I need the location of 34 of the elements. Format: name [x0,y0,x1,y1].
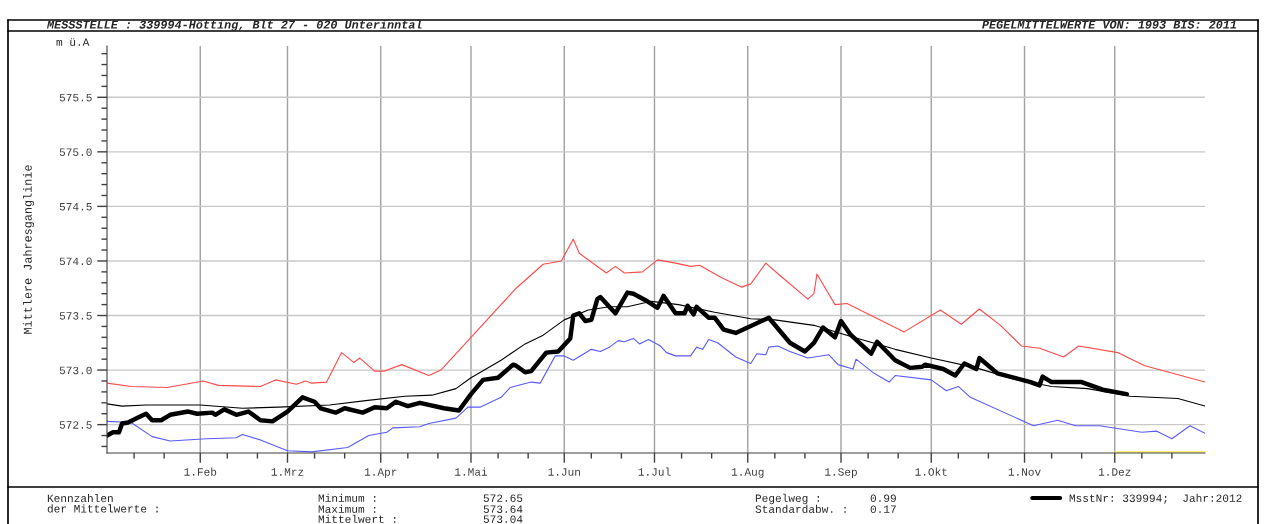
x-tick-label: 1.Okt [915,467,947,476]
text: 0.17 [870,505,896,513]
text: Mittelwert : [318,514,396,523]
text: m ü.A [56,38,90,46]
x-tick-label: 1.Aug [731,468,764,478]
y-tick-label: 574.5 [59,203,92,211]
text: 573.64 [483,505,523,513]
text: Standardabw. : [755,504,846,514]
text: 0.99 [870,494,896,502]
text: Maximum : [318,504,376,513]
text: 573.04 [483,515,523,523]
y-tick-label: 574.0 [59,257,92,266]
x-tick-label: 1.Nov [1008,468,1041,476]
text: Pegelweg : [755,493,819,505]
y-tick-label: 573.0 [59,366,92,375]
text: Kennzahlen der Mittelwerte : [47,494,158,513]
legend-label: MsstNr: 339994; Jahr:2012 [1069,493,1242,504]
y-tick-label: 572.5 [59,421,92,429]
x-tick-label: 1.Apr [364,468,397,478]
chart-title: MESSSTELLE : 339994-Hötting, Blt 27 - 020 Unterinntal [46,19,422,32]
x-tick-label: 1.Mai [455,467,488,476]
text: 572.65 [483,494,523,502]
x-tick-label: 1.Jun [548,468,580,476]
chart-subtitle: PEGELMITTELWERTE VON: 1993 BIS: 2011 [982,20,1237,29]
x-tick-label: 1.Feb [184,467,217,476]
x-tick-label: 1.Dez [1098,468,1131,476]
y-axis-title: Mittlere Jahresganglinie [23,165,35,334]
y-tick-label: 573.5 [59,312,92,320]
y-tick-label: 575.5 [59,93,92,102]
x-tick-label: 1.Jul [638,467,671,476]
y-tick-label: 575.0 [59,148,92,156]
text: Minimum : [318,493,376,502]
x-tick-label: 1.Sep [825,468,857,478]
x-tick-label: 1.Mrz [271,468,304,476]
